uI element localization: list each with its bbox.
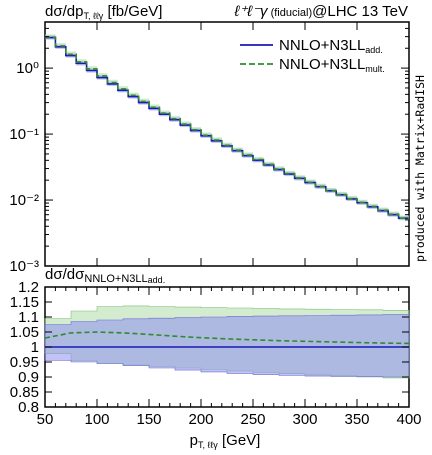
ratio-y-tick-label: 1.1 [18, 309, 39, 326]
x-tick-label: 300 [292, 411, 317, 428]
x-tick-label: 100 [84, 411, 109, 428]
ratio-y-tick-label: 0.8 [18, 399, 39, 416]
y-tick-label: 10⁰ [16, 60, 39, 77]
x-tick-label: 150 [136, 411, 161, 428]
y-tick-label: 10⁻² [9, 192, 39, 209]
legend-label-add: NNLO+N3LLadd. [279, 37, 383, 55]
side-note: produced with Matrix+RadISH [413, 75, 427, 262]
main-title-left: dσ/dpT, ℓℓγ [fb/GeV] [45, 3, 162, 21]
ratio-y-tick-label: 1.2 [18, 279, 39, 296]
x-tick-label: 50 [37, 411, 54, 428]
ratio-y-tick-label: 0.85 [10, 384, 39, 401]
y-tick-label: 10⁻³ [9, 258, 39, 275]
x-axis: 50 100 150 200 250 300 350 400 [37, 287, 422, 428]
main-title-right: ℓ⁺ℓ⁻γ (fiducial)@LHC 13 TeV [233, 3, 408, 20]
x-tick-label: 200 [188, 411, 213, 428]
legend-label-mult: NNLO+N3LLmult. [279, 56, 385, 74]
ratio-y-tick-label: 1.15 [10, 294, 39, 311]
ratio-y-tick-label: 0.95 [10, 354, 39, 371]
legend: NNLO+N3LLadd. NNLO+N3LLmult. [240, 37, 385, 74]
ratio-y-tick-label: 1.05 [10, 324, 39, 341]
x-tick-label: 250 [240, 411, 265, 428]
ratio-title: dσ/dσNNLO+N3LLadd. [45, 266, 165, 285]
x-tick-label: 350 [344, 411, 369, 428]
ratio-band-add [44, 314, 410, 378]
ratio-plot-area [44, 305, 410, 379]
x-tick-label: 400 [396, 411, 421, 428]
ratio-y-tick-label: 1 [31, 339, 39, 356]
ratio-line-mult [44, 331, 410, 345]
main-y-axis: 10⁰ 10⁻¹ 10⁻² 10⁻³ [9, 21, 410, 275]
ratio-y-tick-label: 0.9 [18, 369, 39, 386]
x-axis-label: pT, ℓℓγ [GeV] [190, 432, 261, 450]
series-line-mult [45, 36, 409, 220]
main-plot-area [45, 34, 409, 221]
y-tick-label: 10⁻¹ [9, 126, 39, 143]
